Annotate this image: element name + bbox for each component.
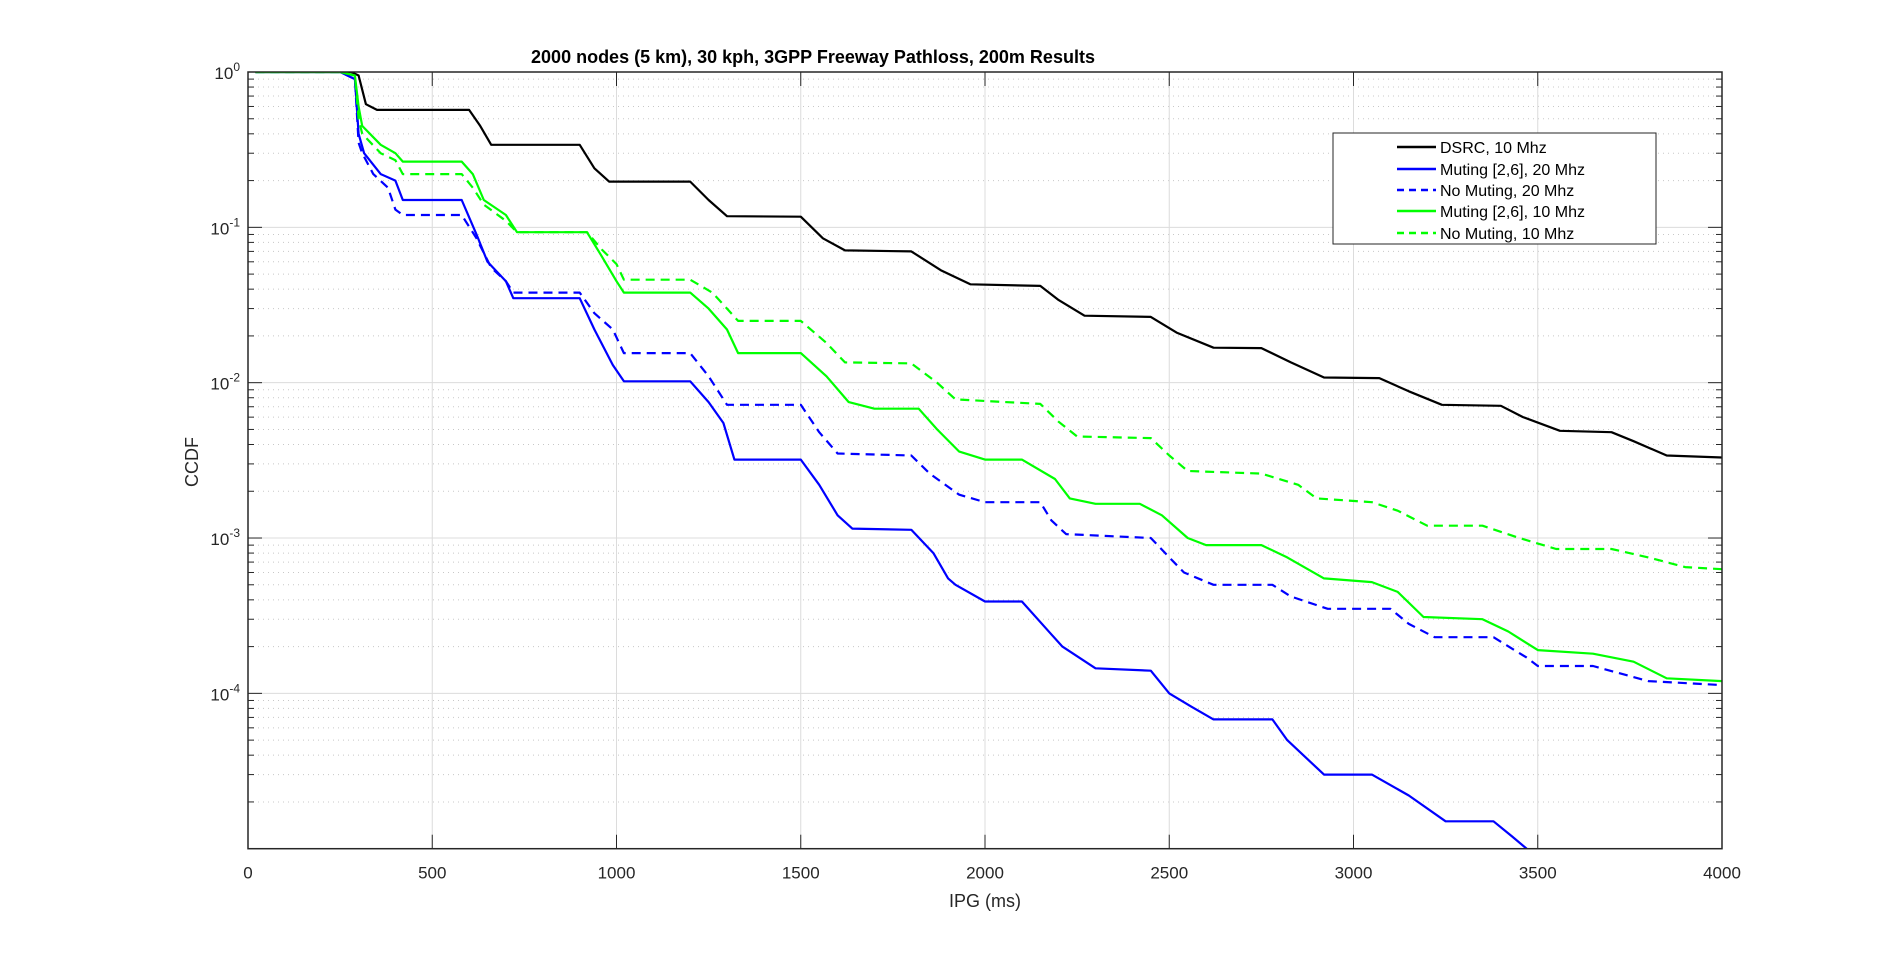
y-tick-label-base: 10 — [210, 219, 229, 238]
x-tick-label: 2000 — [966, 864, 1004, 883]
x-tick-label: 4000 — [1703, 864, 1741, 883]
legend-box — [1332, 132, 1657, 245]
y-tick-label-exponent: -3 — [229, 526, 240, 540]
legend-entry-label: No Muting, 10 Mhz — [1440, 226, 1574, 243]
legend: DSRC, 10 Mhz Muting [2,6], 20 Mhz No Mutin… — [1332, 132, 1657, 245]
axes-box — [247, 71, 1723, 850]
x-tick-label: 2500 — [1150, 864, 1188, 883]
y-tick-label: 10-1 — [210, 215, 240, 238]
y-tick-label: 10-4 — [210, 681, 240, 704]
y-tick-label-exponent: -4 — [229, 681, 240, 695]
y-tick-label-exponent: -1 — [229, 215, 240, 229]
series-line-muting-2-6-10-mhz — [255, 72, 1722, 683]
series-lines — [255, 72, 1722, 849]
series-line-dsrc-10-mhz — [255, 72, 1722, 459]
chart-title: 2000 nodes (5 km), 30 kph, 3GPP Freeway … — [531, 47, 1095, 67]
y-tick-label-base: 10 — [210, 530, 229, 549]
series-line-muting-2-6-20-mhz — [255, 72, 1528, 849]
legend-entry-label: Muting [2,6], 20 Mhz — [1440, 162, 1585, 179]
y-tick-label: 10-2 — [210, 371, 240, 394]
y-tick-label: 100 — [214, 60, 240, 83]
legend-entry-label: No Muting, 20 Mhz — [1440, 183, 1574, 200]
series-line-no-muting-10-mhz — [255, 72, 1722, 571]
x-axis-label: IPG (ms) — [949, 891, 1021, 911]
x-tick-label: 3500 — [1519, 864, 1557, 883]
y-tick-label-base: 10 — [210, 685, 229, 704]
y-tick-label-base: 10 — [214, 64, 233, 83]
y-tick-label-exponent: 0 — [233, 60, 240, 74]
legend-entry-label: DSRC, 10 Mhz — [1440, 140, 1547, 157]
series-line-no-muting-20-mhz — [255, 72, 1722, 687]
y-tick-label-exponent: -2 — [229, 371, 240, 385]
x-tick-label: 500 — [418, 864, 446, 883]
x-tick-label: 1500 — [782, 864, 820, 883]
axes — [247, 71, 1723, 850]
y-tick-label-base: 10 — [210, 375, 229, 394]
x-tick-label: 3000 — [1335, 864, 1373, 883]
legend-entry-label: Muting [2,6], 10 Mhz — [1440, 204, 1585, 221]
y-axis-label: CCDF — [182, 437, 202, 487]
x-tick-label: 1000 — [598, 864, 636, 883]
y-tick-label: 10-3 — [210, 526, 240, 549]
x-tick-label: 0 — [243, 864, 252, 883]
